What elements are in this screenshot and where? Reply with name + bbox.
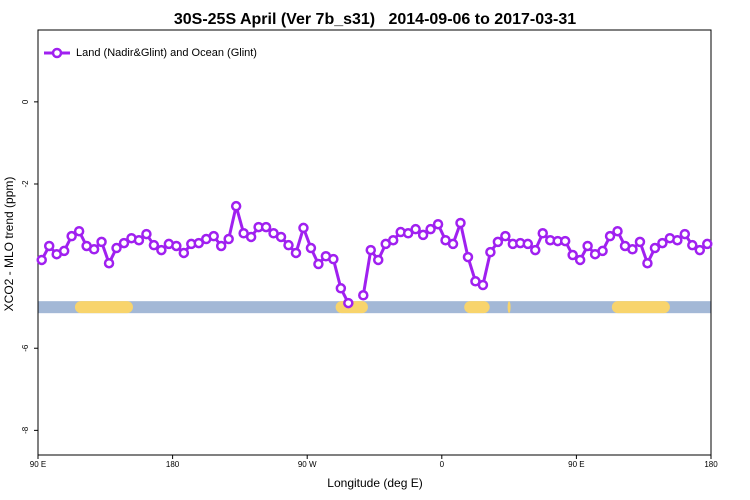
data-point: [500, 230, 511, 242]
data-point: [702, 238, 713, 250]
data-point: [141, 228, 152, 240]
data-point: [559, 235, 571, 247]
data-point: [298, 222, 309, 234]
data-point: [634, 236, 646, 248]
data-point: [313, 258, 324, 270]
data-point: [679, 228, 691, 240]
data-point: [36, 254, 47, 266]
data-point: [133, 234, 145, 246]
data-point: [455, 217, 466, 229]
data-point: [447, 238, 459, 250]
data-point: [328, 253, 339, 265]
x-tick-label: 180: [166, 460, 180, 469]
data-point: [88, 244, 100, 255]
x-tick-label: 0: [440, 460, 445, 469]
data-point: [275, 231, 287, 243]
y-tick-label: -2: [21, 180, 30, 188]
data-point: [672, 234, 683, 246]
data-point: [43, 240, 55, 252]
data-point: [148, 239, 160, 251]
data-point: [492, 236, 504, 248]
y-tick-label: -8: [21, 426, 30, 434]
data-point: [343, 297, 354, 309]
data-point: [687, 239, 698, 251]
data-point: [73, 225, 85, 237]
data-point: [417, 229, 429, 241]
legend-label: Land (Nadir&Glint) and Ocean (Glint): [76, 47, 257, 59]
data-point: [574, 254, 586, 266]
data-point: [283, 239, 294, 251]
series-line: [40, 205, 709, 304]
data-point: [649, 242, 661, 254]
y-axis-title: XCO2 - MLO trend (ppm): [2, 177, 16, 312]
data-point: [477, 279, 489, 291]
legend-marker: [51, 47, 63, 59]
data-point: [410, 223, 421, 235]
y-tick-label: 0: [21, 99, 30, 104]
data-point: [178, 247, 190, 259]
data-point: [567, 249, 578, 261]
land-band: [464, 301, 490, 314]
data-point: [230, 200, 242, 212]
data-point: [604, 230, 616, 242]
data-point: [111, 242, 122, 254]
data-point: [657, 237, 668, 249]
land-band: [74, 301, 133, 314]
land-band: [611, 301, 670, 314]
data-point: [358, 290, 369, 301]
y-tick-label: -6: [21, 344, 30, 352]
data-point: [694, 244, 706, 256]
data-point: [627, 244, 638, 255]
data-point: [305, 242, 317, 254]
data-point: [208, 230, 219, 242]
data-point: [66, 230, 77, 242]
data-point: [171, 240, 182, 252]
x-tick-label: 90 E: [568, 460, 584, 469]
data-point: [402, 228, 414, 239]
data-point: [96, 236, 107, 248]
data-point: [597, 245, 608, 257]
data-point: [245, 231, 257, 243]
x-tick-label: 180: [704, 460, 718, 469]
data-point: [156, 244, 167, 256]
data-point: [530, 244, 541, 256]
data-point: [537, 228, 548, 239]
data-point: [260, 221, 272, 233]
chart-title: 30S-25S April (Ver 7b_s31) 2014-09-06 to…: [174, 11, 576, 28]
data-point: [215, 240, 227, 252]
data-point: [223, 233, 234, 245]
data-point: [335, 283, 347, 294]
data-point: [582, 240, 593, 252]
data-point: [462, 251, 474, 263]
data-point: [193, 237, 205, 249]
data-point: [58, 245, 70, 257]
land-band: [507, 301, 511, 314]
data-point: [642, 257, 653, 269]
data-point: [485, 246, 496, 258]
data-point: [290, 247, 302, 259]
data-point: [387, 234, 399, 246]
data-point: [103, 257, 115, 269]
data-point: [118, 237, 130, 249]
data-point: [425, 223, 436, 235]
data-point: [432, 218, 444, 230]
data-point: [522, 238, 534, 250]
data-point: [372, 254, 384, 266]
x-tick-label: 90 W: [298, 460, 317, 469]
x-axis-title: Longitude (deg E): [327, 476, 422, 490]
data-point: [365, 244, 377, 256]
x-tick-label: 90 E: [30, 460, 46, 469]
data-point: [612, 225, 623, 237]
ocean-band: [38, 301, 711, 314]
